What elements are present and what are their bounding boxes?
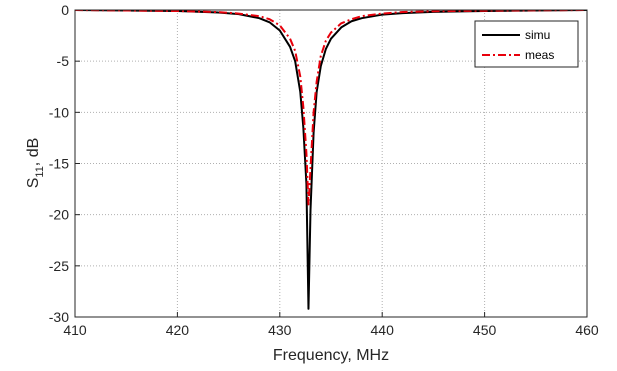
series-line-simu <box>75 10 587 310</box>
x-tick-label: 450 <box>473 322 497 338</box>
y-axis-label: S11, dB <box>25 138 46 189</box>
x-tick-label: 440 <box>371 322 395 338</box>
y-tick-label: -5 <box>57 53 70 69</box>
y-tick-label: -10 <box>49 104 69 120</box>
x-tick-label: 460 <box>575 322 599 338</box>
legend-label-simu: simu <box>525 28 550 42</box>
y-axis-label-main: S <box>25 178 42 189</box>
series-group <box>75 10 587 310</box>
legend-box <box>474 20 579 68</box>
y-axis-label-sub: 11 <box>34 166 46 177</box>
ticks <box>74 9 588 318</box>
legend-label-meas: meas <box>525 48 554 62</box>
y-tick-label: -20 <box>49 207 69 223</box>
y-tick-label: 0 <box>61 2 69 18</box>
x-tick-label: 420 <box>166 322 190 338</box>
series-line-meas <box>75 10 587 206</box>
x-tick-label: 410 <box>63 322 87 338</box>
x-axis-label: Frequency, MHz <box>273 347 389 364</box>
y-tick-label: -25 <box>49 258 69 274</box>
legend: simu meas <box>474 20 579 68</box>
x-tick-label: 430 <box>268 322 292 338</box>
tick-labels: 410 420 430 440 450 460 0 -5 -10 -15 -20 -25 -30 <box>49 2 599 338</box>
y-tick-label: -30 <box>49 309 69 325</box>
y-axis-label-rest: , dB <box>25 138 42 166</box>
y-tick-label: -15 <box>49 156 69 172</box>
